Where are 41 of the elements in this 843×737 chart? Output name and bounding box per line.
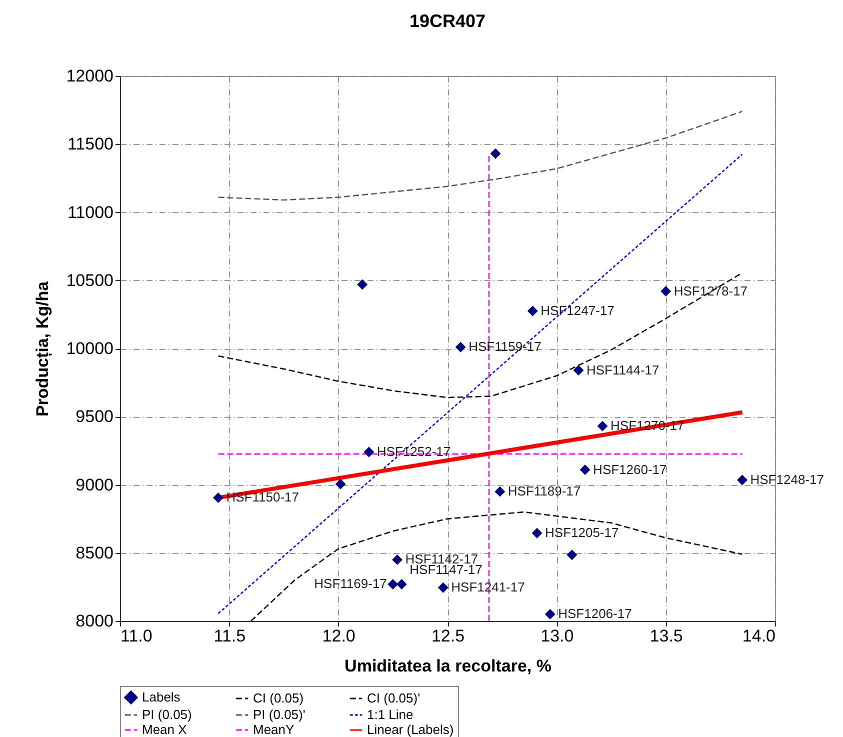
y-tick-label: 9500 — [76, 407, 114, 426]
x-tick-label: 13.0 — [540, 626, 574, 646]
annotation: HSF1241-17 — [451, 580, 525, 595]
y-tick-label: 12000 — [66, 66, 114, 86]
line-series — [218, 110, 743, 201]
annotation: HSF1278-17 — [674, 283, 748, 298]
annotation: HSF1206-17 — [558, 606, 632, 622]
x-tick-label: 11.0 — [120, 626, 152, 646]
legend-label: Linear (Labels) — [367, 722, 454, 737]
legend-label: 1:1 Line — [367, 707, 414, 722]
legend-label: PI (0.05)' — [253, 707, 306, 722]
y-tick-label: 8000 — [76, 612, 114, 630]
y-tick-label: 11000 — [67, 202, 114, 222]
annotation: HSF1205-17 — [545, 525, 619, 540]
annotation: HSF1189-17 — [508, 484, 581, 499]
legend-label: Mean X — [142, 722, 188, 737]
line-series — [250, 511, 743, 621]
y-tick-label: 9000 — [76, 475, 114, 494]
chart-title: 19CR407 — [409, 11, 486, 31]
annotation: HSF1260-17 — [593, 462, 667, 477]
y-tick-label: 11500 — [67, 134, 114, 154]
annotation: HSF1248-17 — [750, 472, 824, 487]
y-tick-label: 10000 — [66, 339, 114, 358]
x-tick-label: 12.0 — [322, 626, 356, 646]
legend-label: Labels — [142, 689, 181, 704]
legend-label: PI (0.05) — [142, 707, 192, 722]
x-axis-title: Umiditatea la recoltare, % — [344, 656, 552, 676]
x-tick-label: 12.5 — [431, 626, 465, 646]
x-tick-label: 11.5 — [214, 626, 246, 646]
x-tick-label: 14.0 — [742, 626, 776, 646]
legend-label: MeanY — [253, 722, 295, 737]
legend-label: CI (0.05)' — [367, 690, 420, 706]
x-tick-label: 13.5 — [650, 626, 683, 646]
annotation: HSF1150-17 — [226, 490, 299, 505]
annotation: HSF1247-17 — [540, 303, 614, 318]
y-axis-title: Producția, Kg/ha — [33, 280, 52, 417]
y-tick-label: 8500 — [76, 543, 114, 562]
legend-label: CI (0.05) — [253, 690, 304, 706]
y-tick-label: 10500 — [66, 270, 114, 290]
annotation: HSF1144-17 — [586, 362, 660, 378]
annotation: HSF1169-17 — [314, 576, 387, 592]
